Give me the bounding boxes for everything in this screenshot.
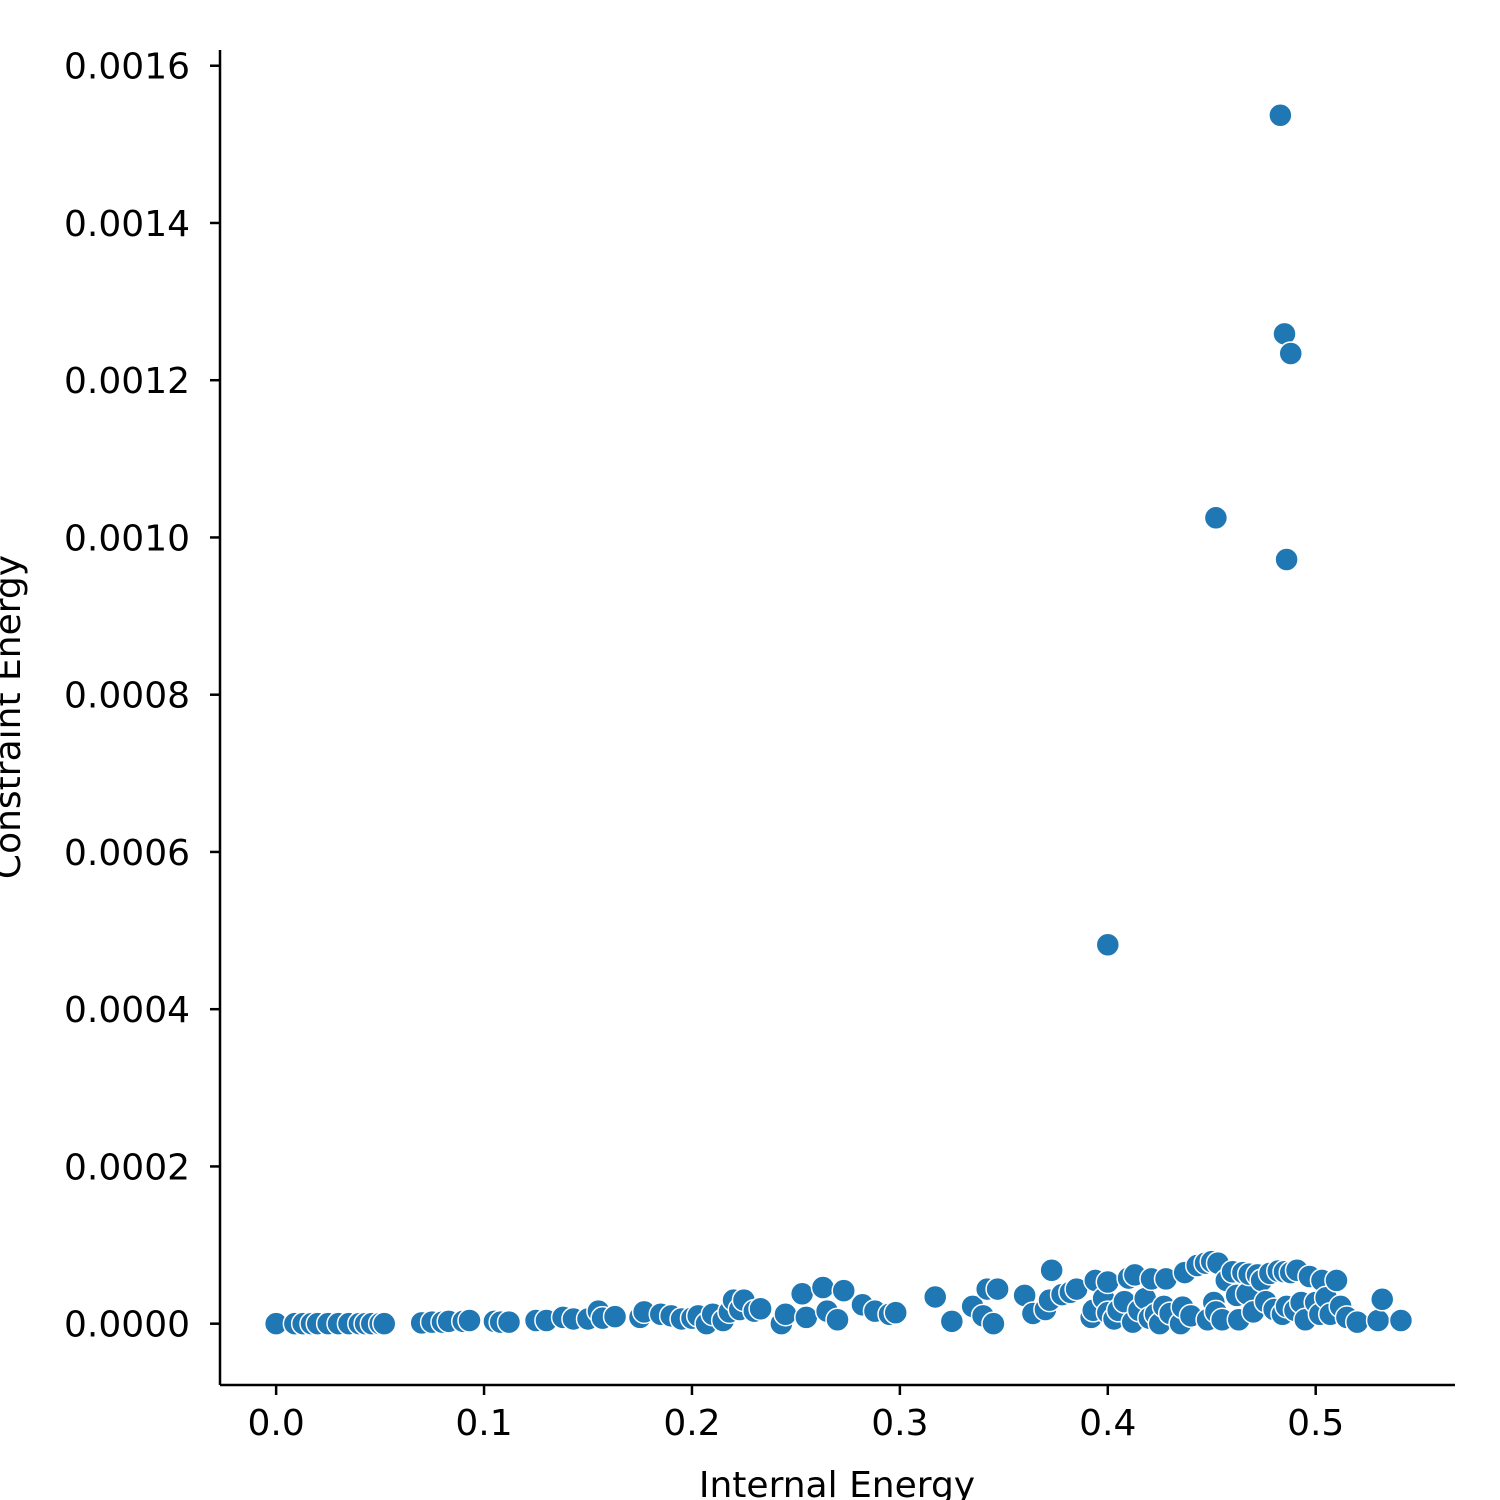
x-tick-label: 0.3 — [871, 1403, 928, 1444]
scatter-point — [1274, 547, 1299, 572]
scatter-point — [1095, 932, 1121, 957]
scatter-point — [748, 1296, 773, 1321]
scatter-point — [794, 1305, 819, 1330]
scatter-point — [981, 1311, 1006, 1336]
y-axis-title: Constraint Energy — [0, 555, 29, 879]
scatter-point — [1365, 1308, 1391, 1333]
y-tick-label: 0.0008 — [64, 676, 190, 717]
y-tick-label: 0.0006 — [64, 833, 190, 874]
x-tick-label: 0.4 — [1079, 1403, 1136, 1444]
scatter-point — [810, 1275, 836, 1300]
scatter-point — [985, 1276, 1010, 1302]
scatter-point — [457, 1308, 482, 1333]
y-axis-ticks: 0.0000 0.0002 0.0004 0.0006 0.0008 0.0010 0.00… — [64, 47, 220, 1346]
scatter-point — [831, 1278, 856, 1303]
x-tick-label: 0.5 — [1287, 1403, 1344, 1444]
scatter-point — [1324, 1268, 1349, 1293]
scatter-point — [372, 1311, 397, 1336]
x-tick-label: 0.1 — [455, 1403, 512, 1444]
scatter-point — [1388, 1308, 1414, 1333]
axes — [218, 50, 1455, 1387]
scatter-point — [1095, 1269, 1121, 1295]
scatter-point — [1369, 1287, 1395, 1312]
scatter-point — [922, 1284, 948, 1310]
scatter-point — [1268, 103, 1293, 128]
scatter-point — [602, 1304, 628, 1329]
x-axis-title: Internal Energy — [699, 1465, 975, 1500]
scatter-point — [825, 1307, 850, 1332]
scatter-points — [263, 103, 1414, 1336]
x-axis-ticks: 0.0 0.1 0.2 0.3 0.4 0.5 — [248, 1385, 1344, 1444]
scatter-point — [939, 1309, 965, 1334]
y-tick-label: 0.0012 — [64, 361, 190, 402]
y-tick-label: 0.0014 — [64, 204, 190, 245]
scatter-point — [1345, 1309, 1370, 1335]
x-tick-label: 0.2 — [663, 1403, 720, 1444]
y-tick-label: 0.0002 — [64, 1147, 190, 1188]
y-tick-label: 0.0016 — [64, 47, 190, 88]
scatter-point — [789, 1281, 815, 1307]
scatter-point — [1203, 505, 1229, 531]
scatter-point — [496, 1309, 522, 1335]
scatter-point — [1039, 1257, 1064, 1283]
scatter-point — [773, 1301, 798, 1327]
y-tick-label: 0.0010 — [64, 518, 190, 559]
scatter-point — [1278, 341, 1303, 366]
y-tick-label: 0.0004 — [64, 990, 190, 1031]
y-tick-label: 0.0000 — [64, 1305, 190, 1346]
scatter-point — [883, 1300, 908, 1325]
x-tick-label: 0.0 — [248, 1403, 305, 1444]
